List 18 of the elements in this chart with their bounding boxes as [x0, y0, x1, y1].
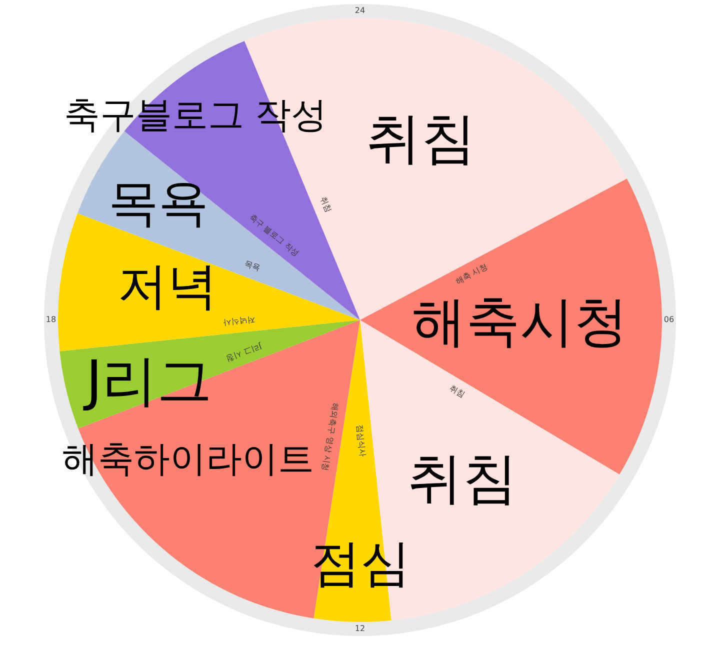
text: 24	[354, 6, 366, 15]
slice-label: 점심식사	[354, 424, 368, 457]
text: J리그	[82, 348, 212, 412]
text: 06	[664, 315, 674, 324]
text: 목욕	[108, 174, 208, 232]
text: 저녁	[118, 257, 218, 316]
text: 취침	[407, 446, 518, 510]
slice-label: 저녁식사	[223, 314, 256, 328]
text: 12	[354, 624, 366, 633]
text: 18	[46, 315, 56, 324]
text: 취침	[366, 106, 476, 170]
text: 해축시청	[412, 290, 628, 354]
slice-label: 해축 시청	[454, 262, 489, 286]
slice-label: 취침	[318, 195, 333, 214]
slice-label: 취침	[448, 383, 466, 400]
slice-label: 목욕	[243, 258, 262, 273]
slice-label: J리그 시청	[225, 341, 264, 364]
slice-label: 해외축구 영상 시청	[320, 402, 340, 472]
